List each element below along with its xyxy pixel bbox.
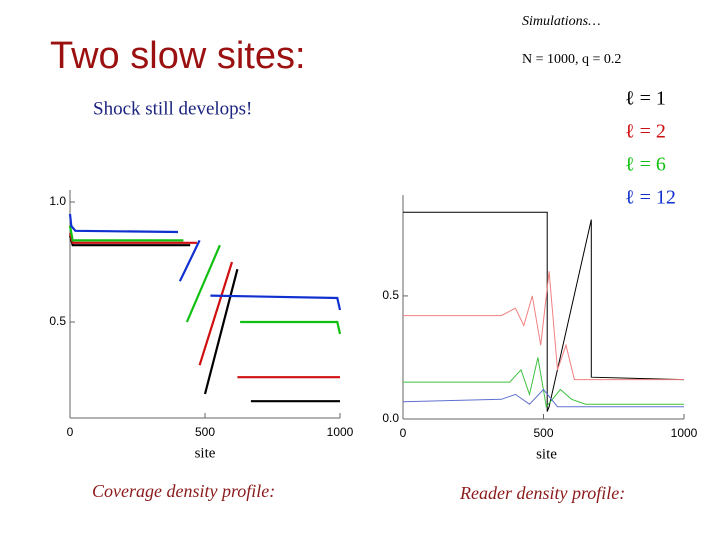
series-line [403,271,684,381]
caption: Reader density profile: [459,483,625,503]
slide-title: Two slow sites: [50,35,306,77]
series-line [403,357,684,408]
legend-entry: ℓ = 2 [625,121,666,143]
legend-entry: ℓ = 1 [625,88,666,110]
series-line [402,388,684,408]
x-axis-label: site [195,445,216,461]
series-line [68,213,342,311]
y-tick-label: 0.5 [382,288,399,302]
x-tick-label: 500 [195,425,215,439]
x-axis-label: site [536,446,557,462]
x-tick-label: 1000 [671,426,698,440]
series-line [68,225,342,335]
y-tick-label: 0.0 [382,411,399,425]
x-tick-label: 1000 [327,425,354,439]
caption: Coverage density profile: [92,481,275,501]
y-tick-label: 0.5 [49,314,66,328]
x-tick-label: 0 [400,426,407,440]
series-line [403,211,685,412]
legend-entry: ℓ = 6 [625,154,666,176]
y-tick-label: 1.0 [49,194,66,208]
series-line [68,232,340,379]
subtitle: Shock still develops! [93,98,252,119]
x-tick-label: 0 [67,425,74,439]
x-tick-label: 500 [533,426,553,440]
note: Simulations… [522,14,601,29]
params: N = 1000, q = 0.2 [522,52,621,67]
legend-entry: ℓ = 12 [625,187,676,209]
